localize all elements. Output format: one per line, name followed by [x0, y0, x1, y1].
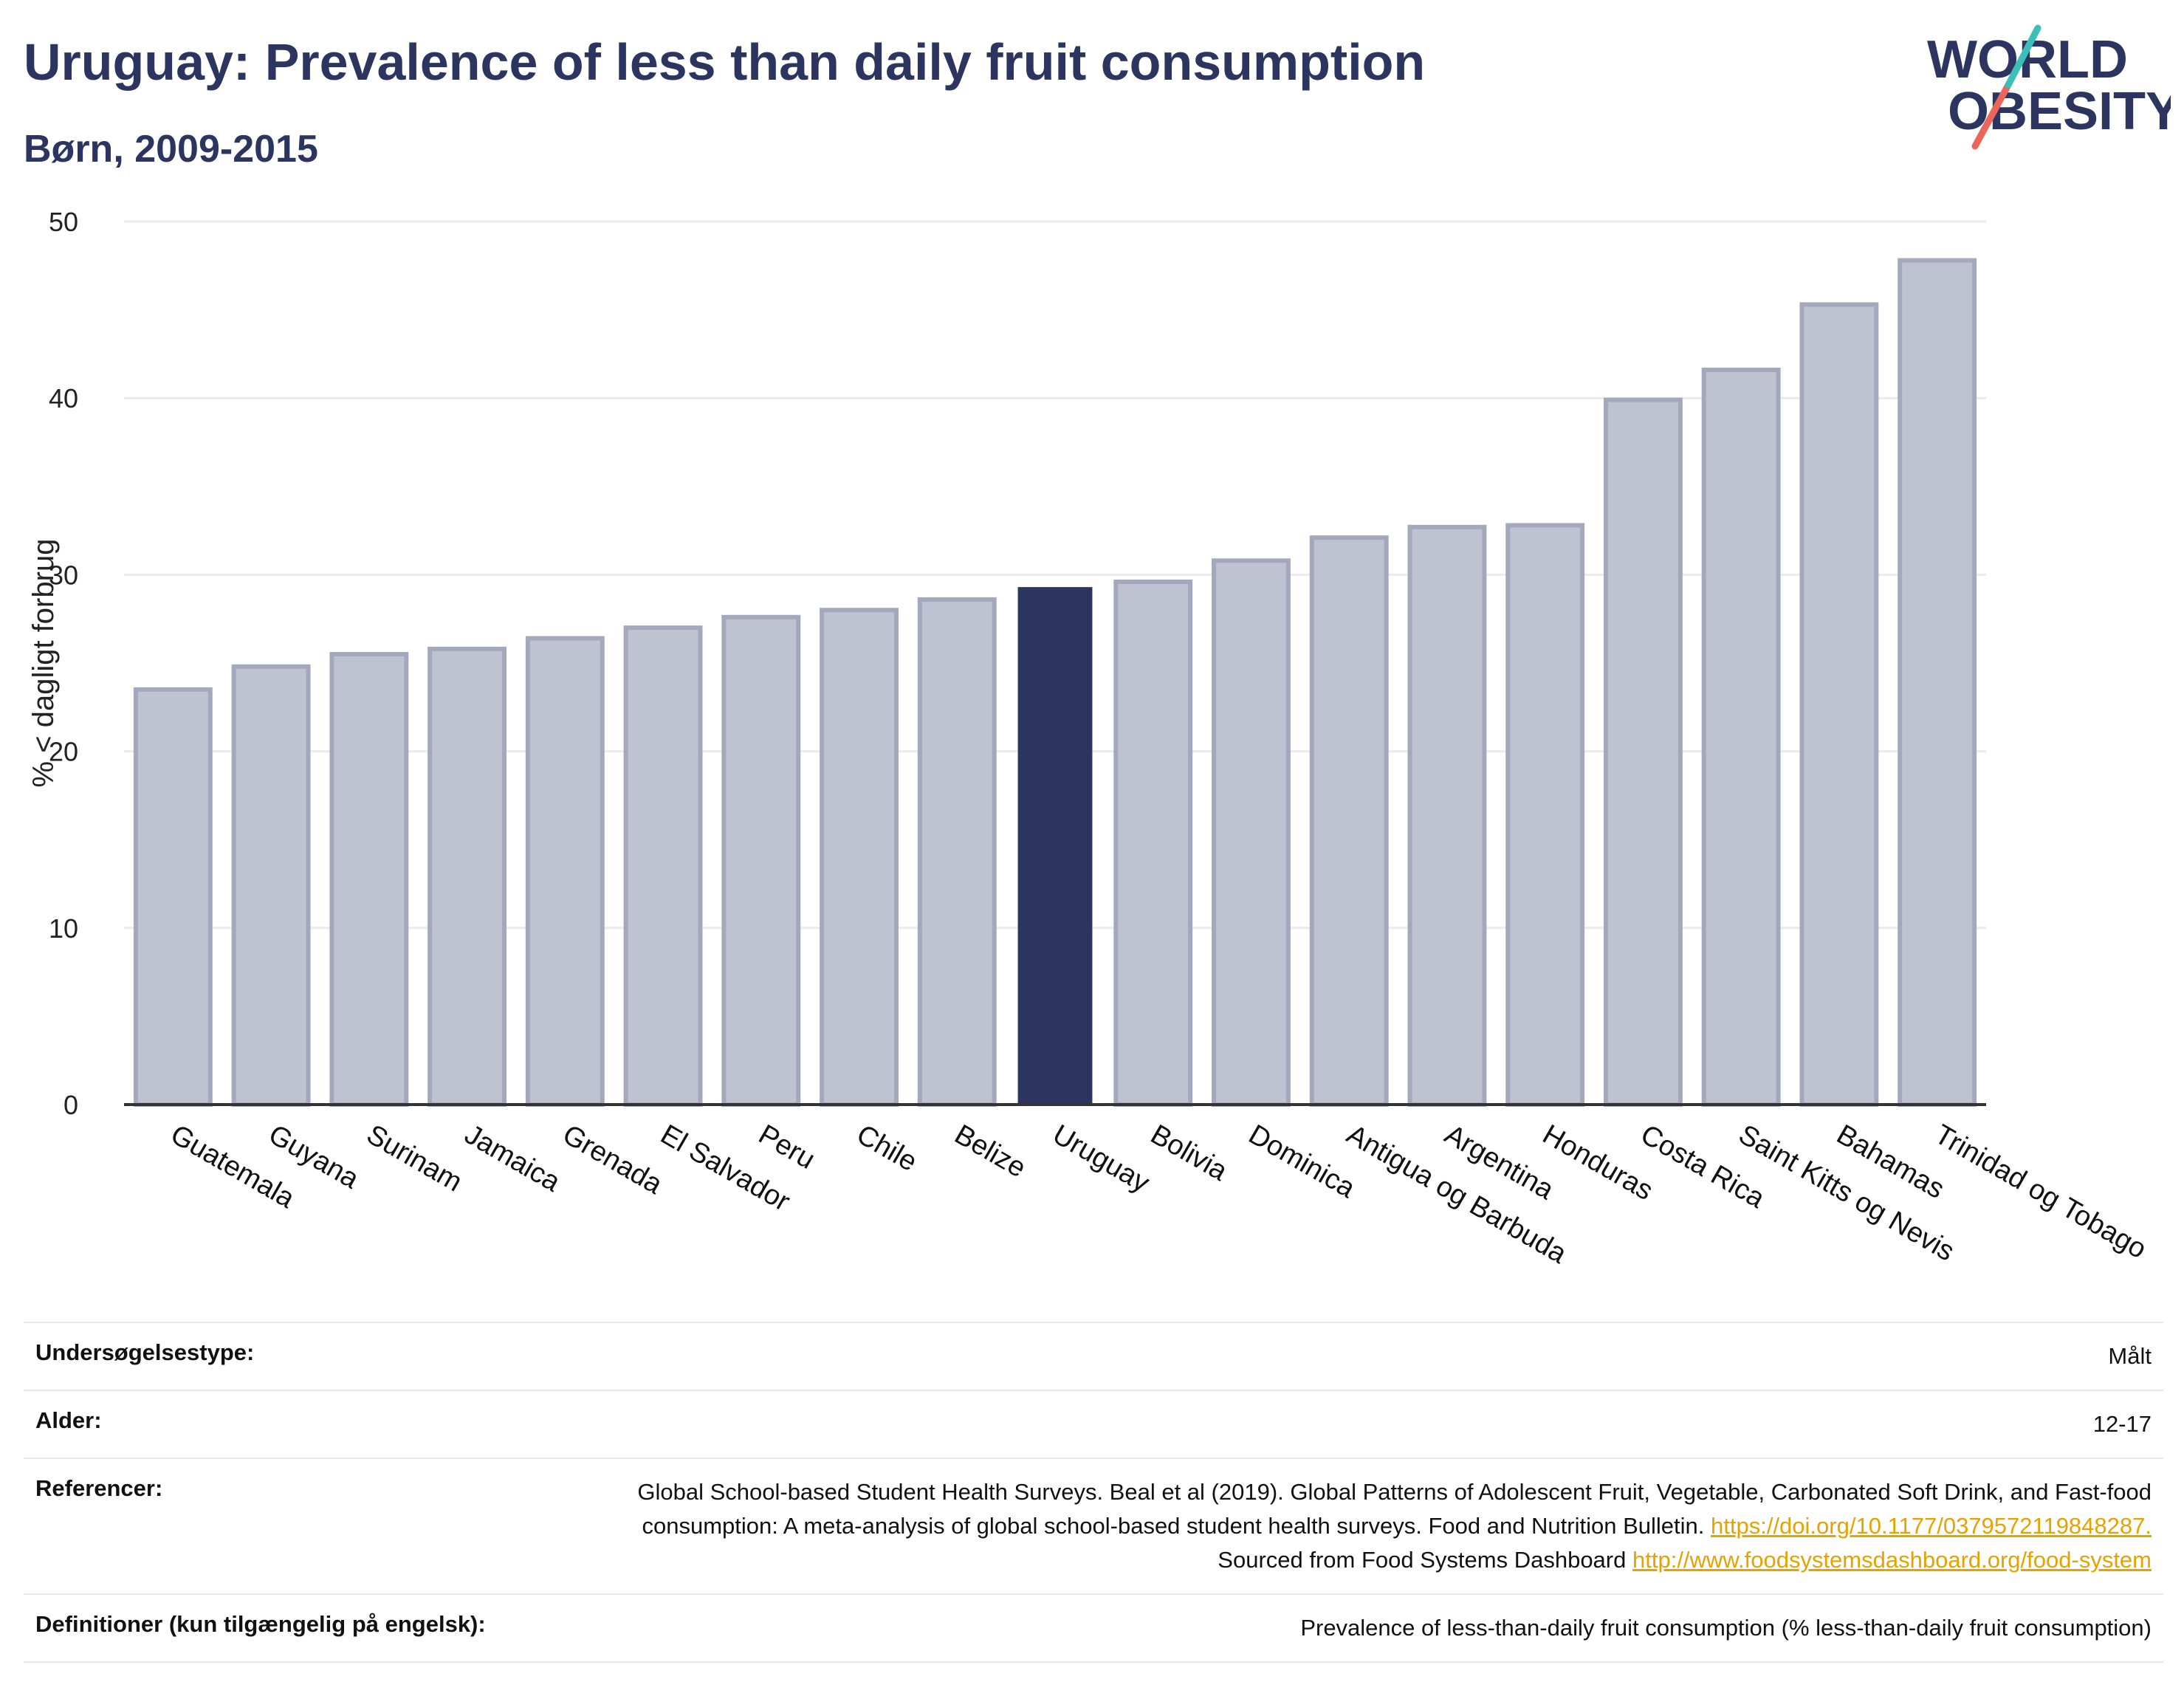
bar — [133, 687, 213, 1107]
bar — [1309, 535, 1389, 1107]
meta-value: 12-17 — [579, 1390, 2163, 1458]
meta-key: Referencer: — [24, 1458, 579, 1594]
y-tick-label: 20 — [49, 737, 78, 767]
bar — [427, 646, 507, 1107]
x-tick-label: Surinam — [361, 1119, 467, 1198]
bar — [623, 625, 703, 1107]
bar — [1898, 258, 1977, 1107]
bar — [329, 652, 409, 1107]
x-tick-label: Dominica — [1243, 1119, 1361, 1204]
chart-subtitle: Børn, 2009-2015 — [24, 128, 318, 171]
meta-value: Prevalence of less-than-daily fruit cons… — [579, 1593, 2163, 1663]
meta-value: Målt — [579, 1322, 2163, 1390]
bar — [1407, 524, 1487, 1107]
bar — [1505, 523, 1585, 1107]
bar — [721, 614, 801, 1107]
world-obesity-logo: WORLD OBESITY — [1927, 24, 2171, 150]
x-tick-label: Uruguay — [1048, 1119, 1155, 1198]
bar — [231, 664, 311, 1107]
bar — [1113, 579, 1193, 1107]
y-tick-label: 0 — [63, 1090, 78, 1120]
meta-row-definitions: Definitioner (kun tilgængelig på engelsk… — [24, 1593, 2163, 1663]
meta-row-survey-type: Undersøgelsestype: Målt — [24, 1322, 2163, 1390]
bar — [1799, 302, 1879, 1108]
meta-key: Alder: — [24, 1390, 579, 1458]
meta-row-references: Referencer: Global School-based Student … — [24, 1458, 2163, 1594]
reference-source-text: Sourced from Food Systems Dashboard — [1218, 1547, 1627, 1573]
y-tick-label: 10 — [49, 913, 78, 944]
bar — [1701, 367, 1781, 1108]
x-tick-label: Bolivia — [1145, 1119, 1233, 1187]
bar — [1212, 558, 1291, 1107]
meta-key: Undersøgelsestype: — [24, 1322, 579, 1390]
meta-row-age: Alder: 12-17 — [24, 1390, 2163, 1458]
x-tick-label: Trinidad og Tobago — [1929, 1119, 2152, 1265]
x-tick-label: Chile — [851, 1119, 922, 1178]
meta-key: Definitioner (kun tilgængelig på engelsk… — [24, 1593, 579, 1663]
doi-link[interactable]: https://doi.org/10.1177/0379572119848287… — [1711, 1513, 2152, 1539]
bar — [820, 608, 899, 1107]
y-axis-label: % < dagligt forbrug — [27, 539, 60, 788]
x-tick-label: Honduras — [1537, 1119, 1658, 1206]
reference-text: Global School-based Student Health Surve… — [637, 1479, 2152, 1539]
x-tick-label: Jamaica — [459, 1119, 566, 1198]
y-tick-label: 40 — [49, 383, 78, 413]
x-tick-label: Peru — [753, 1119, 820, 1175]
chart-title: Uruguay: Prevalence of less than daily f… — [24, 33, 1426, 91]
y-tick-label: 50 — [49, 207, 78, 237]
bar — [917, 597, 997, 1107]
y-tick-label: 30 — [49, 560, 78, 590]
metadata-table: Undersøgelsestype: Målt Alder: 12-17 Ref… — [24, 1322, 2163, 1663]
food-systems-link[interactable]: http://www.foodsystemsdashboard.org/food… — [1632, 1547, 2152, 1573]
logo-line1: WORLD — [1927, 30, 2128, 89]
bar — [525, 636, 605, 1107]
x-tick-label: Grenada — [557, 1119, 668, 1201]
x-tick-label: Belize — [950, 1119, 1031, 1184]
bar — [1603, 397, 1683, 1107]
bar — [1017, 587, 1093, 1105]
meta-value: Global School-based Student Health Surve… — [579, 1458, 2163, 1594]
